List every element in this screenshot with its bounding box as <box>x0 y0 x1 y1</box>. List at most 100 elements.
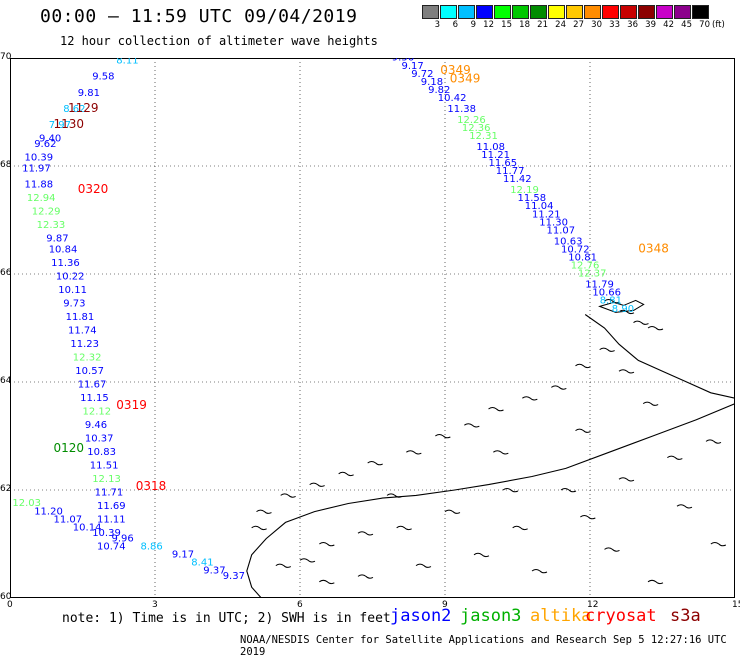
color-swatch-label: 45 <box>681 20 692 30</box>
color-swatch-label: 9 <box>470 20 476 30</box>
wave-height-value: 11.42 <box>503 174 532 185</box>
island-outline <box>575 363 591 369</box>
credit-line: NOAA/NESDIS Center for Satellite Applica… <box>240 634 727 658</box>
wave-height-value: 12.31 <box>469 131 498 142</box>
island-outline <box>464 423 480 428</box>
wave-height-value: 10.81 <box>568 253 597 264</box>
wave-height-value: 9.40 <box>39 134 61 145</box>
wave-height-map: 8.119.589.818.627.979.409.6210.3911.9711… <box>10 58 735 598</box>
color-swatch <box>548 5 565 19</box>
wave-height-value: 10.22 <box>56 271 85 282</box>
island-outline <box>710 542 727 547</box>
y-tick-label: 64 <box>0 376 12 386</box>
island-outline <box>275 563 292 568</box>
wave-height-value: 11.11 <box>97 514 126 525</box>
time-label: 0320 <box>78 182 109 196</box>
wave-height-value: 9.96 <box>112 533 134 544</box>
island-outline <box>522 396 538 401</box>
x-tick-label: 6 <box>297 600 303 610</box>
wave-height-value: 12.32 <box>73 352 102 363</box>
wave-height-value: 10.66 <box>592 288 621 299</box>
island-outline <box>647 579 664 585</box>
wave-height-value: 11.79 <box>585 280 614 291</box>
y-tick-label: 68 <box>0 160 12 170</box>
island-outline <box>642 401 659 406</box>
time-label: 0120 <box>54 441 85 455</box>
wave-height-value: 8.11 <box>116 58 138 66</box>
wave-height-value: 9.82 <box>428 85 450 96</box>
island-outline <box>415 563 432 568</box>
time-label: 0349 <box>440 63 471 77</box>
color-swatch <box>458 5 475 19</box>
island-outline <box>367 461 383 466</box>
island-outline <box>299 558 316 563</box>
color-swatch-label: 33 <box>609 20 620 30</box>
island-outline <box>604 299 620 304</box>
island-outline <box>406 450 422 455</box>
satellite-legend-cryosat: cryosat <box>585 606 657 626</box>
wave-height-value: 11.20 <box>34 506 63 517</box>
time-label: 1130 <box>54 117 85 131</box>
color-swatch-label: 12 <box>483 20 494 30</box>
color-swatch <box>584 5 601 19</box>
wave-height-value: 12.03 <box>12 498 41 509</box>
wave-height-value: 12.33 <box>37 220 66 231</box>
wave-height-value: 10.63 <box>554 236 583 247</box>
wave-height-value: 8.81 <box>600 296 622 307</box>
island-outline <box>604 547 620 552</box>
wave-height-value: 11.15 <box>80 393 109 404</box>
island-outline <box>357 531 374 536</box>
color-swatch-label: 18 <box>519 20 530 30</box>
wave-height-value: 8.62 <box>63 104 85 115</box>
coastline <box>584 314 735 399</box>
units-note: note: 1) Time is in UTC; 2) SWH is in fe… <box>62 611 391 626</box>
color-swatch <box>512 5 529 19</box>
island-outline <box>338 471 354 477</box>
color-swatch <box>656 5 673 19</box>
island-outline <box>531 569 548 574</box>
color-swatch <box>620 5 637 19</box>
wave-height-value: 11.23 <box>70 339 99 350</box>
wave-height-value: 11.71 <box>95 487 124 498</box>
satellite-legend-altika: altika <box>530 606 592 626</box>
color-swatch-label: 15 <box>501 20 512 30</box>
island-outline <box>676 504 693 509</box>
island-outline <box>280 493 296 498</box>
wave-height-value: 11.07 <box>54 514 83 525</box>
island-outline <box>435 434 451 439</box>
wave-height-value: 12.37 <box>578 269 607 280</box>
wave-height-value: 11.88 <box>25 180 54 191</box>
color-swatch-label: 30 <box>591 20 602 30</box>
wave-height-value: 11.58 <box>518 193 547 204</box>
island-outline <box>667 455 683 460</box>
color-swatch-label: 39 <box>645 20 656 30</box>
wave-height-value: 12.26 <box>457 115 486 126</box>
wave-height-value: 9.73 <box>63 298 85 309</box>
wave-height-value: 9.17 <box>402 61 424 72</box>
island-outline <box>444 509 461 514</box>
wave-height-value: 12.76 <box>571 261 600 272</box>
wave-height-value: 10.83 <box>87 447 116 458</box>
island-outline <box>647 326 664 331</box>
island-outline <box>502 488 519 493</box>
y-tick-label: 70 <box>0 52 12 62</box>
map-title: 00:00 – 11:59 UTC 09/04/2019 <box>40 6 358 27</box>
y-tick-label: 66 <box>0 268 12 278</box>
color-scale-unit: (ft) <box>712 20 725 30</box>
island-outline <box>488 407 504 412</box>
color-swatch <box>674 5 691 19</box>
time-label: 1129 <box>68 101 99 115</box>
wave-height-value: 10.57 <box>75 366 104 377</box>
wave-height-value: 9.37 <box>223 571 245 582</box>
island-outline <box>618 477 635 482</box>
lofoten-outline <box>598 299 645 313</box>
map-subtitle: 12 hour collection of altimeter wave hei… <box>60 34 378 48</box>
wave-height-value: 7.97 <box>49 120 71 131</box>
island-outline <box>705 439 722 444</box>
color-swatch-label: 42 <box>663 20 674 30</box>
wave-height-value: 9.72 <box>411 69 433 80</box>
island-outline <box>319 579 335 585</box>
wave-height-value: 9.17 <box>172 550 194 561</box>
island-outline <box>386 493 403 498</box>
wave-height-value: 11.81 <box>66 312 95 323</box>
